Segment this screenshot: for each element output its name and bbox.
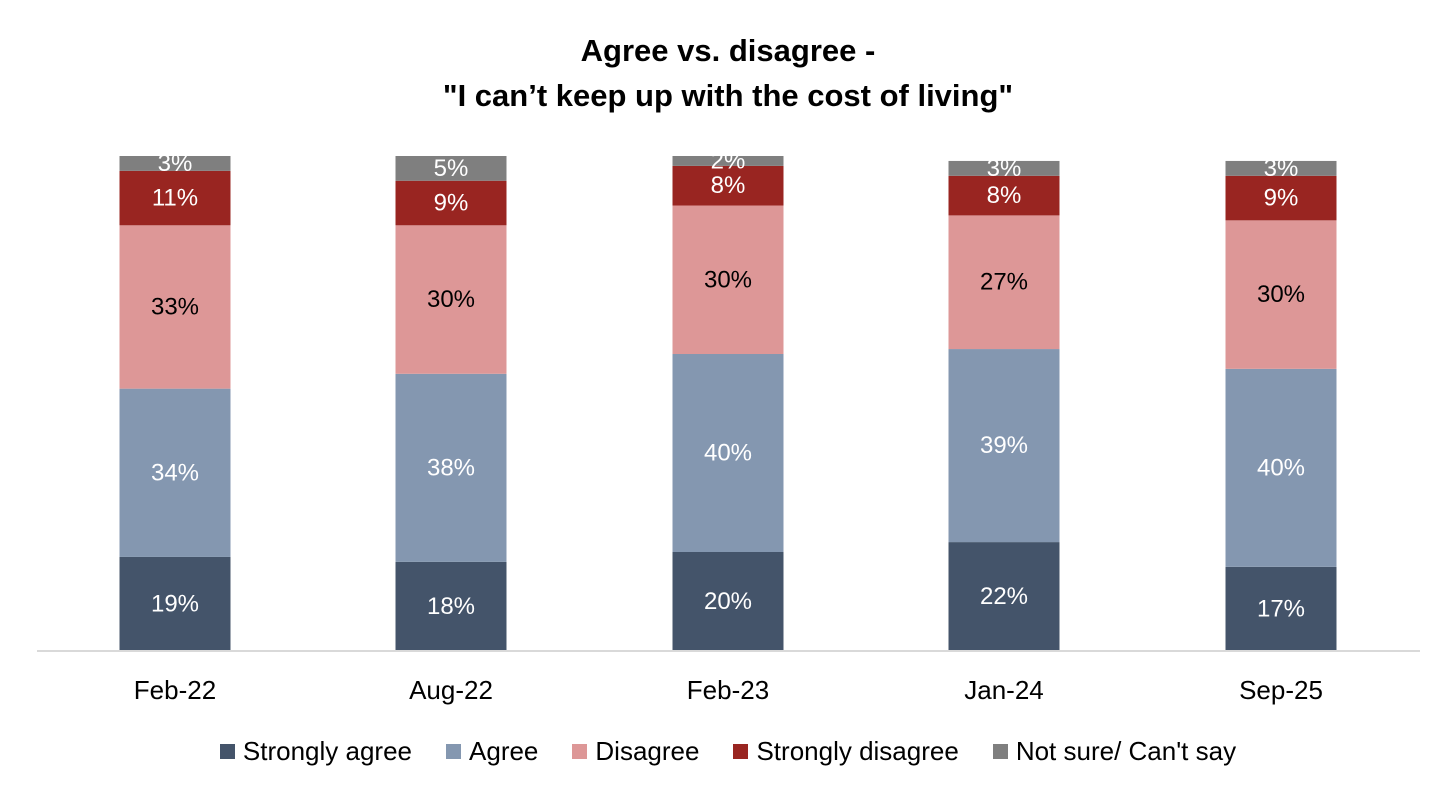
bar-segment xyxy=(119,388,231,557)
bar-segment xyxy=(395,373,507,562)
legend-swatch xyxy=(219,744,235,759)
bar-segment xyxy=(1225,368,1337,567)
data-label: 22% xyxy=(980,583,1028,610)
x-axis-ticks: Feb-22 Aug-22 Feb-23 Jan-24 Sep-25 xyxy=(134,675,1323,705)
data-label: 30% xyxy=(1257,281,1305,308)
data-label: 8% xyxy=(987,182,1022,209)
bar-segment xyxy=(1225,160,1337,176)
chart-title: Agree vs. disagree - "I can’t keep up wi… xyxy=(0,28,1456,118)
data-label: 19% xyxy=(151,590,199,617)
chart-legend: Strongly agree Agree Disagree Strongly disa… xyxy=(0,736,1456,767)
bar-segment xyxy=(672,165,784,206)
bar-segment xyxy=(672,156,784,166)
chart-title-line-2: "I can’t keep up with the cost of living… xyxy=(442,78,1014,113)
data-label: 30% xyxy=(427,286,475,313)
bar-segment xyxy=(1225,175,1337,221)
bar-segment xyxy=(1225,566,1337,651)
x-tick-label: Feb-22 xyxy=(134,675,216,705)
data-label: 30% xyxy=(704,266,752,293)
bar-segment xyxy=(395,225,507,374)
x-tick-label: Jan-24 xyxy=(964,675,1044,705)
legend-item: Not sure/ Can't say xyxy=(992,736,1237,767)
data-label: 3% xyxy=(1264,155,1299,182)
legend-label: Disagree xyxy=(595,736,700,766)
data-label: 11% xyxy=(152,185,198,212)
bar-segment xyxy=(119,225,231,389)
bar-segment xyxy=(948,160,1060,176)
legend-item: Agree xyxy=(446,736,538,767)
data-label: 17% xyxy=(1257,595,1305,622)
data-label: 9% xyxy=(1264,185,1299,212)
data-label: 33% xyxy=(151,293,199,320)
legend-swatch xyxy=(733,744,749,759)
data-label: 3% xyxy=(158,150,193,177)
bars-layer: 19%34%33%11%3%18%38%30%9%5%20%40%30%8%2%… xyxy=(119,147,1337,651)
bar-segment xyxy=(948,542,1060,651)
x-tick-label: Aug-22 xyxy=(409,675,493,705)
bar-segment xyxy=(948,215,1060,350)
data-label: 9% xyxy=(434,190,469,217)
legend-label: Agree xyxy=(469,736,539,766)
legend-swatch xyxy=(572,744,588,759)
bar-segment xyxy=(948,349,1060,543)
x-tick-label: Sep-25 xyxy=(1239,675,1323,705)
bar-segment xyxy=(395,561,507,651)
bar-segment xyxy=(948,175,1060,216)
bar-segment xyxy=(395,180,507,226)
data-label: 3% xyxy=(987,155,1022,182)
legend-swatch xyxy=(992,744,1008,759)
bar-segment xyxy=(119,156,231,171)
bar-segment xyxy=(119,170,231,226)
data-label: 20% xyxy=(704,588,752,615)
data-label: 18% xyxy=(427,593,475,620)
legend-label: Not sure/ Can't say xyxy=(1015,736,1237,766)
data-label: 2% xyxy=(711,147,746,174)
chart-title-line-1: Agree vs. disagree - xyxy=(580,33,876,68)
data-label: 8% xyxy=(711,172,746,199)
legend-label: Strongly agree xyxy=(242,736,413,766)
data-label: 34% xyxy=(151,459,199,486)
legend-swatch xyxy=(446,744,462,759)
bar-segment xyxy=(1225,220,1337,369)
legend-label: Strongly disagree xyxy=(756,736,959,766)
bar-segment xyxy=(672,354,784,552)
data-label: 39% xyxy=(980,432,1028,459)
legend-item: Strongly disagree xyxy=(733,736,959,767)
data-label: 27% xyxy=(980,269,1028,296)
bar-segment xyxy=(119,556,231,651)
data-label: 5% xyxy=(434,155,469,182)
bar-segment xyxy=(672,552,784,651)
data-label: 40% xyxy=(1257,454,1305,481)
bar-segment xyxy=(672,205,784,354)
x-tick-label: Feb-23 xyxy=(687,675,769,705)
data-label: 38% xyxy=(427,454,475,481)
legend-item: Strongly agree xyxy=(219,736,413,767)
data-label: 40% xyxy=(704,440,752,467)
legend-item: Disagree xyxy=(572,736,699,767)
bar-segment xyxy=(395,156,507,181)
